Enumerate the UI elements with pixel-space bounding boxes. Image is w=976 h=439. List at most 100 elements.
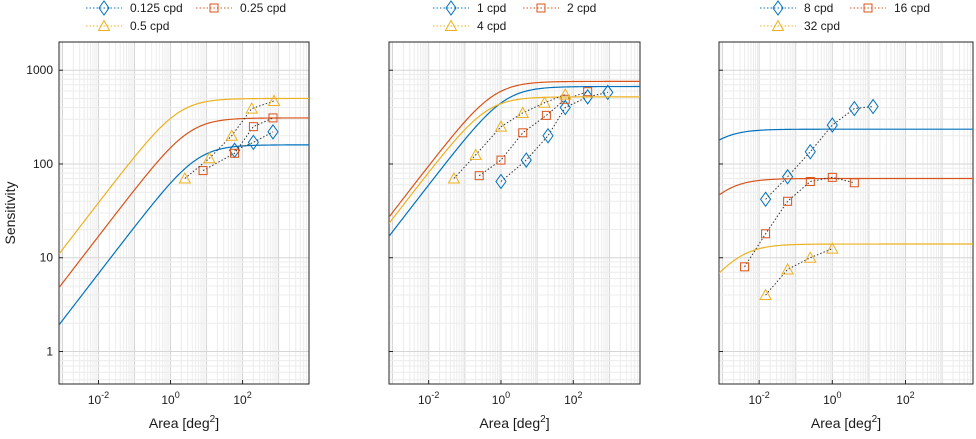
x-axis-label-exponent: 2 [872,414,878,425]
x-tick-base: 10 [161,393,175,407]
x-tick-label: 102 [564,390,582,407]
legend-marker [97,19,111,31]
data-line-2 [744,176,855,268]
fit-curve-2 [719,177,973,196]
x-tick-exponent: -2 [762,390,770,400]
data-point [849,178,859,188]
legend-label: 4 cpd [477,19,506,33]
data-point [518,128,528,138]
x-axis-label: Area [deg2] [479,414,549,431]
y-tick-label: 1 [46,344,53,358]
data-point [759,288,772,301]
data-point [198,166,208,176]
x-tick-base: 10 [823,393,837,407]
fit-curve-2 [389,80,640,218]
x-tick-label: 10-2 [88,390,109,407]
legend-label: 0.5 cpd [130,19,169,33]
x-tick-exponent: 2 [910,390,915,400]
fit-curve-3 [719,243,973,274]
data-point [496,155,506,165]
data-line-1 [234,131,274,151]
fit-curve-1 [719,128,973,141]
data-line-1 [765,106,874,200]
legend-marker [536,3,546,13]
axes-box [388,41,641,385]
data-point [495,173,507,190]
legend-entry-3: 0.5 cpd [86,19,169,33]
fit-curve-1 [389,85,640,237]
x-tick-label: 100 [823,390,841,407]
data-point [538,96,551,108]
x-tick-base: 10 [564,393,578,407]
data-point [759,191,772,208]
data-point [178,171,192,184]
legend-entry-1: 1 cpd [433,0,506,16]
x-tick-base: 10 [896,393,910,407]
data-line-3 [453,94,566,179]
y-tick-label: 100 [33,157,53,171]
legend-marker [445,0,457,16]
data-point [781,168,794,185]
x-axis-label: Area [deg2] [149,414,219,431]
data-point [267,124,279,140]
data-point [825,242,839,254]
data-point [469,148,483,160]
legend-entry-3: 32 cpd [760,19,840,33]
data-point [803,251,817,263]
data-point [245,102,259,114]
legend-label: 1 cpd [477,1,506,15]
axes-box [58,41,310,385]
data-line-3 [765,248,833,296]
data-point [494,120,508,132]
y-tick-label: 1000 [26,63,53,77]
legend-marker [772,0,784,16]
legend-label: 0.25 cpd [240,1,286,15]
x-tick-label: 100 [161,390,179,407]
data-point [827,172,837,182]
data-point [516,106,530,118]
x-axis-label-close: ] [215,415,219,431]
legend-entry-1: 0.125 cpd [86,0,183,16]
legend-marker [98,0,110,16]
legend-label: 2 cpd [567,1,596,15]
fit-curve-3 [59,97,309,255]
fit-curve-2 [59,117,309,288]
x-tick-base: 10 [492,393,506,407]
data-point [542,127,554,144]
x-tick-exponent: 2 [247,390,252,400]
x-axis-label-text: Area [deg [149,415,210,431]
data-point [447,171,461,184]
legend-entry-1: 8 cpd [760,0,833,16]
data-point [230,148,240,158]
x-axis-label-close: ] [877,415,881,431]
x-axis-label-text: Area [deg [811,415,872,431]
y-tick-label: 10 [40,251,54,265]
x-tick-label: 102 [233,390,251,407]
legend-marker [209,3,219,13]
plot-area [389,80,640,237]
legend-label: 8 cpd [804,1,833,15]
fit-curve-1 [59,144,309,326]
legend-entry-3: 4 cpd [433,19,506,33]
data-point [267,94,281,106]
grid [58,41,310,384]
x-tick-exponent: 2 [577,390,582,400]
data-point [474,171,484,181]
data-point [602,84,614,101]
axes-box [718,41,974,385]
x-axis-label: Area [deg2] [811,414,881,431]
data-point [248,122,258,132]
legend-marker [863,3,873,13]
legend-label: 32 cpd [804,19,840,33]
plot-area [59,94,309,326]
legend-label: 16 cpd [894,1,930,15]
data-point [247,134,260,151]
data-point [583,87,593,97]
x-tick-exponent: 0 [505,390,510,400]
fit-curve-3 [389,96,640,224]
legend-marker [771,19,785,31]
legend-entry-2: 0.25 cpd [196,1,286,15]
